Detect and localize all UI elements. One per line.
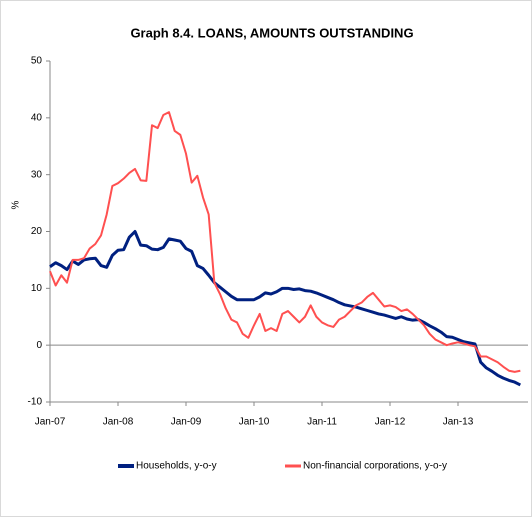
series-line — [49, 111, 521, 373]
x-tick-label: Jan-12 — [375, 417, 406, 428]
x-tick-label: Jan-07 — [35, 417, 66, 428]
legend-label: Non-financial corporations, y-o-y — [303, 461, 447, 472]
y-tick-label: 0 — [36, 340, 42, 351]
chart-title: Graph 8.4. LOANS, AMOUNTS OUTSTANDING — [130, 25, 413, 40]
y-tick-label: 50 — [31, 56, 43, 67]
y-tick-label: -10 — [28, 397, 43, 408]
legend-label: Households, y-o-y — [136, 461, 217, 472]
y-tick-label: 30 — [31, 169, 43, 180]
x-tick-label: Jan-10 — [239, 417, 270, 428]
y-tick-label: 10 — [31, 283, 43, 294]
series-line — [49, 230, 522, 387]
x-tick-label: Jan-11 — [307, 417, 337, 428]
x-tick-label: Jan-09 — [171, 417, 202, 428]
y-tick-label: 20 — [31, 226, 43, 237]
x-tick-label: Jan-13 — [443, 417, 474, 428]
y-axis-label: % — [11, 200, 22, 209]
x-tick-label: Jan-08 — [103, 417, 134, 428]
y-tick-label: 40 — [31, 112, 43, 123]
